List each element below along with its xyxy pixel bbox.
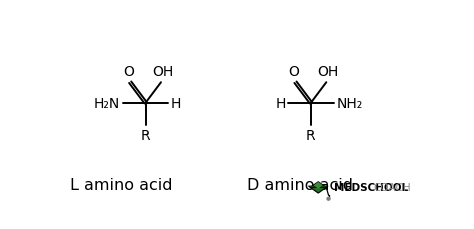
Text: H: H (171, 96, 181, 110)
Text: H₂N: H₂N (94, 96, 120, 110)
Text: O: O (288, 65, 299, 79)
Text: COACH: COACH (374, 183, 411, 193)
Text: NH₂: NH₂ (336, 96, 363, 110)
Text: L amino acid: L amino acid (70, 177, 173, 192)
Text: R: R (141, 129, 150, 143)
Text: MEDSCHOOL: MEDSCHOOL (334, 183, 408, 193)
Text: D amino acid: D amino acid (246, 177, 353, 192)
Text: R: R (306, 129, 316, 143)
Circle shape (327, 197, 330, 200)
Text: OH: OH (318, 65, 339, 79)
Polygon shape (314, 182, 323, 189)
Polygon shape (310, 182, 326, 193)
Text: O: O (123, 65, 134, 79)
Text: H: H (275, 96, 285, 110)
Text: OH: OH (152, 65, 173, 79)
Polygon shape (308, 186, 328, 188)
